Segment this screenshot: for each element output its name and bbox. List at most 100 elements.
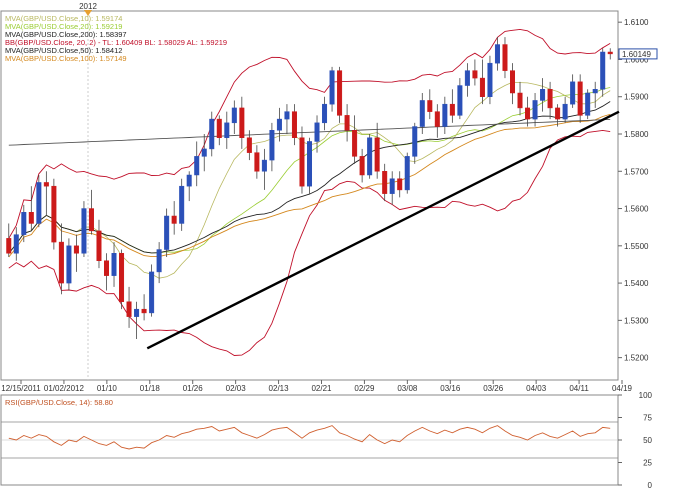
candle-body	[88, 208, 94, 232]
ma50-line	[8, 101, 611, 254]
candle-body	[156, 249, 162, 273]
candle-body	[374, 137, 380, 172]
date-tick-label: 02/13	[269, 384, 290, 393]
candle-body	[382, 171, 388, 194]
candle-body	[479, 77, 485, 97]
candle-body	[555, 107, 561, 120]
candle-body	[6, 238, 12, 254]
date-tick-label: 03/26	[483, 384, 504, 393]
date-tick-label: 03/16	[440, 384, 461, 393]
candle-body	[254, 152, 260, 172]
price-panel	[0, 10, 619, 381]
price-tick-label: 1.5900	[624, 93, 649, 102]
candle-body	[487, 62, 493, 97]
candle-body	[389, 178, 395, 194]
candle-body	[164, 215, 170, 250]
candle-body	[261, 159, 267, 172]
candle-body	[532, 100, 538, 120]
candle-body	[502, 44, 508, 71]
date-tick-label: 03/08	[397, 384, 418, 393]
candle-body	[111, 253, 117, 276]
candle-body	[28, 212, 34, 224]
candle-body	[592, 89, 598, 94]
candle-body	[509, 70, 516, 94]
candle-body	[314, 122, 320, 142]
candle-body	[149, 271, 155, 314]
rsi-tick-label: 0	[648, 481, 653, 490]
candle-body	[397, 178, 403, 191]
bollinger-lower-band	[8, 129, 611, 356]
last-price-label: 1.60149	[622, 50, 651, 59]
candle-body	[291, 111, 297, 138]
legend-entry: MVA(GBP/USD.Close,50): 1.58412	[5, 46, 122, 55]
candle-body	[126, 301, 132, 317]
date-tick-label: 01/26	[183, 384, 204, 393]
candle-body	[419, 100, 425, 127]
candle-body	[472, 70, 478, 79]
date-tick-label: 04/19	[612, 384, 633, 393]
legend-entry: MVA(GBP/USD.Close,200): 1.58397	[5, 30, 127, 39]
candle-body	[119, 253, 125, 302]
candle-body	[186, 174, 192, 187]
candle-body	[81, 208, 87, 254]
date-tick-label: 02/03	[226, 384, 247, 393]
legend-entry: MVA(GBP/USD.Close,10): 1.59174	[5, 14, 122, 23]
date-tick-label: 01/18	[140, 384, 161, 393]
date-tick-label: 04/03	[526, 384, 547, 393]
candle-body	[547, 89, 553, 109]
candle-body	[442, 103, 448, 127]
candle-body	[179, 185, 185, 224]
date-tick-label: 04/11	[569, 384, 589, 393]
price-tick-label: 1.5200	[624, 354, 649, 363]
bollinger-upper-band	[8, 28, 611, 239]
candle-body	[434, 111, 440, 127]
candle-body	[525, 107, 531, 120]
candle-body	[427, 100, 433, 112]
rsi-tick-label: 75	[643, 414, 652, 423]
candle-body	[58, 241, 64, 284]
candle-body	[141, 308, 147, 314]
candle-body	[269, 130, 275, 161]
candle-body	[352, 130, 358, 157]
candle-body	[585, 92, 591, 116]
candle-body	[43, 182, 49, 187]
candle-body	[21, 212, 27, 235]
candle-body	[73, 245, 79, 254]
candle-body	[457, 85, 463, 116]
price-tick-label: 1.5700	[624, 167, 649, 176]
candle-body	[449, 103, 455, 116]
candle-body	[412, 126, 418, 157]
candle-body	[201, 148, 207, 157]
year-marker-icon	[84, 10, 92, 16]
rsi-tick-label: 25	[643, 459, 652, 468]
candle-body	[299, 137, 305, 187]
candle-body	[66, 245, 72, 284]
date-tick-label: 02/29	[354, 384, 375, 393]
candle-body	[600, 51, 606, 90]
candle-body	[306, 141, 313, 187]
candle-body	[224, 122, 230, 138]
candle-body	[246, 137, 252, 153]
candle-body	[51, 185, 57, 243]
candle-body	[36, 182, 42, 224]
candle-body	[607, 51, 613, 55]
date-tick-label: 01/02/2012	[44, 384, 85, 393]
candle-body	[540, 89, 546, 101]
price-tick-label: 1.5600	[624, 205, 649, 214]
candle-body	[517, 92, 523, 109]
candle-body	[577, 81, 583, 116]
price-tick-label: 1.6000	[624, 55, 649, 64]
legend-entry: MVA(GBP/USD.Close,20): 1.59219	[5, 22, 122, 31]
candle-body	[359, 156, 365, 176]
candle-body	[276, 118, 282, 131]
candle-body	[494, 44, 500, 64]
date-tick-label: 02/21	[311, 384, 332, 393]
candle-body	[13, 234, 19, 254]
date-tick-label: 01/10	[97, 384, 118, 393]
candle-body	[103, 260, 110, 276]
candle-body	[464, 70, 470, 86]
candle-body	[337, 70, 343, 116]
legend-entry: MVA(GBP/USD.Close,100): 1.57149	[5, 54, 127, 63]
rsi-tick-label: 100	[639, 391, 653, 400]
